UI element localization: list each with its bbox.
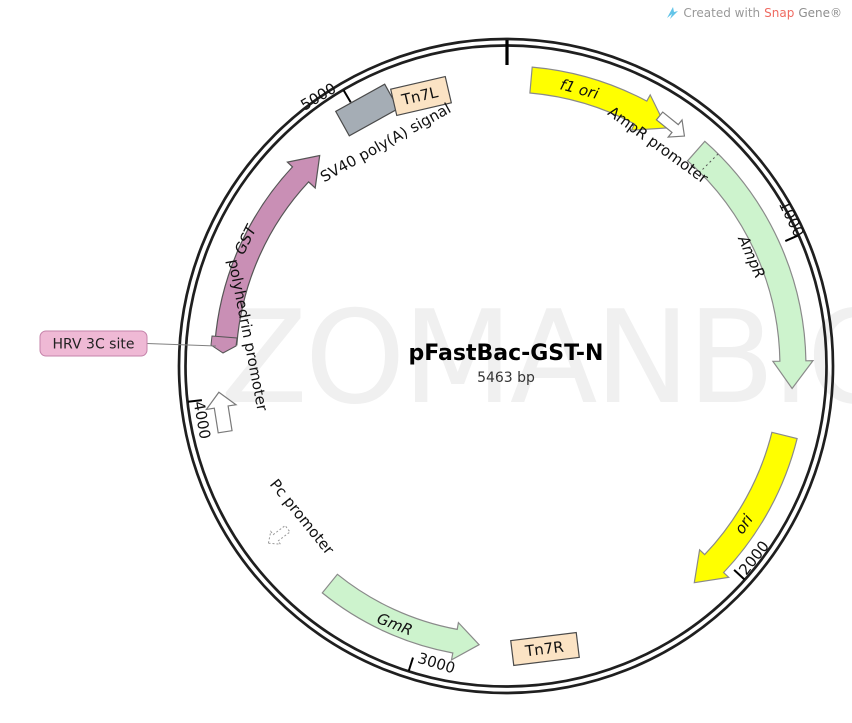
tick-5000 <box>342 89 352 103</box>
pc-promoter-arrow <box>267 524 291 545</box>
ori-arrow <box>693 431 798 584</box>
backbone-outer-ring <box>177 37 835 695</box>
snapgene-logo-icon <box>667 7 679 19</box>
gst-arrow <box>214 154 321 346</box>
credit-brand-snap: Snap <box>764 6 795 20</box>
plasmid-size: 5463 bp <box>477 370 535 386</box>
tick-label-5000: 5000 <box>297 79 339 114</box>
tick-4000 <box>187 399 203 403</box>
plasmid-name: pFastBac-GST-N <box>409 341 604 366</box>
ampr-boundary-dotted-line <box>699 153 719 173</box>
tick-2000 <box>733 569 746 581</box>
hrv-3c-site-label-box <box>39 330 148 357</box>
ampr-promoter-arrow <box>655 111 686 138</box>
hrv-callout-line <box>146 343 217 347</box>
tick-1000 <box>784 234 799 243</box>
watermark: ZOMANBIO <box>220 284 852 433</box>
snapgene-credit: Created with Snap Gene® <box>666 6 842 20</box>
tn7r-label: Tn7R <box>523 638 565 661</box>
pc-promoter-label: Pc promoter <box>266 476 338 559</box>
credit-brand-gene: Gene® <box>798 6 842 20</box>
polyhedrin-promoter-arrow <box>205 391 238 434</box>
ampr-arrow <box>686 140 815 390</box>
hrv-3c-site-arrow <box>210 335 238 354</box>
credit-text: Created with <box>683 6 761 20</box>
hrv-3c-site-label: HRV 3C site <box>53 337 135 353</box>
sv40-polya-box <box>334 83 400 137</box>
tick-label-1000: 1000 <box>775 198 808 240</box>
tn7r-box <box>510 631 580 667</box>
tick-3000 <box>407 657 414 672</box>
backbone-inner-ring <box>184 44 828 688</box>
tn7l-box <box>389 75 453 117</box>
gmr-arrow <box>321 573 481 662</box>
